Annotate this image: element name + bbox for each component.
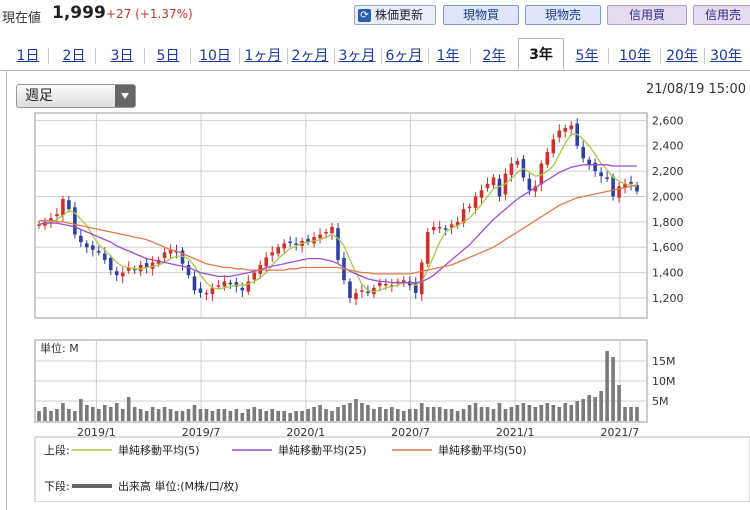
- current-price: 1,999: [52, 3, 106, 23]
- tab-divider: [660, 48, 661, 64]
- tab-1m[interactable]: 1ヶ月: [244, 48, 282, 64]
- refresh-icon: ⟳: [358, 9, 371, 22]
- tab-6m[interactable]: 6ヶ月: [385, 48, 423, 64]
- tab-divider: [704, 48, 705, 64]
- tab-divider: [144, 48, 145, 64]
- tab-1d[interactable]: 1日: [16, 48, 40, 64]
- price-label: 現在値: [2, 11, 42, 26]
- tab-5d[interactable]: 5日: [156, 48, 180, 64]
- margin-sell-button[interactable]: 信用売: [693, 5, 750, 25]
- tab-divider: [190, 48, 191, 64]
- tab-divider: [381, 48, 382, 64]
- tab-divider: [239, 48, 240, 64]
- tab-5y[interactable]: 5年: [575, 48, 599, 64]
- tab-3d[interactable]: 3日: [110, 48, 134, 64]
- tab-10d[interactable]: 10日: [199, 48, 231, 64]
- tab-3m[interactable]: 3ヶ月: [338, 48, 376, 64]
- tab-2m[interactable]: 2ヶ月: [291, 48, 329, 64]
- margin-buy-button[interactable]: 信用買: [607, 5, 687, 25]
- quote-header: 現在値 1,999 +27 (+1.37%) ⟳ 株価更新 現物買 現物売 信用…: [0, 0, 750, 30]
- chevron-down-icon: [115, 85, 135, 107]
- tab-20y[interactable]: 20年: [666, 48, 698, 64]
- tab-divider: [608, 48, 609, 64]
- price-change: +27 (+1.37%): [106, 7, 193, 21]
- tab-divider: [48, 48, 49, 64]
- refresh-price-label: 株価更新: [375, 8, 424, 22]
- interval-select-value: 週足: [25, 88, 53, 104]
- cash-sell-button[interactable]: 現物売: [525, 5, 601, 25]
- tab-1y[interactable]: 1年: [436, 48, 460, 64]
- tab-divider: [428, 48, 429, 64]
- refresh-price-button[interactable]: ⟳ 株価更新: [354, 5, 436, 25]
- tab-divider: [470, 48, 471, 64]
- tab-divider: [287, 48, 288, 64]
- tab-divider: [95, 48, 96, 64]
- period-tabs: 1日 2日 3日 5日 10日 1ヶ月 2ヶ月 3ヶ月 6ヶ月 1年 2年 3年…: [0, 38, 750, 71]
- cash-buy-button[interactable]: 現物買: [443, 5, 519, 25]
- tab-30y[interactable]: 30年: [710, 48, 742, 64]
- data-timestamp: 21/08/19 15:00: [646, 82, 746, 97]
- chart-panel: [6, 70, 750, 510]
- tab-3y[interactable]: 3年: [518, 38, 564, 70]
- tab-2y[interactable]: 2年: [482, 48, 506, 64]
- tab-2d[interactable]: 2日: [62, 48, 86, 64]
- interval-select[interactable]: 週足: [16, 84, 136, 108]
- tab-divider: [334, 48, 335, 64]
- tab-10y[interactable]: 10年: [619, 48, 651, 64]
